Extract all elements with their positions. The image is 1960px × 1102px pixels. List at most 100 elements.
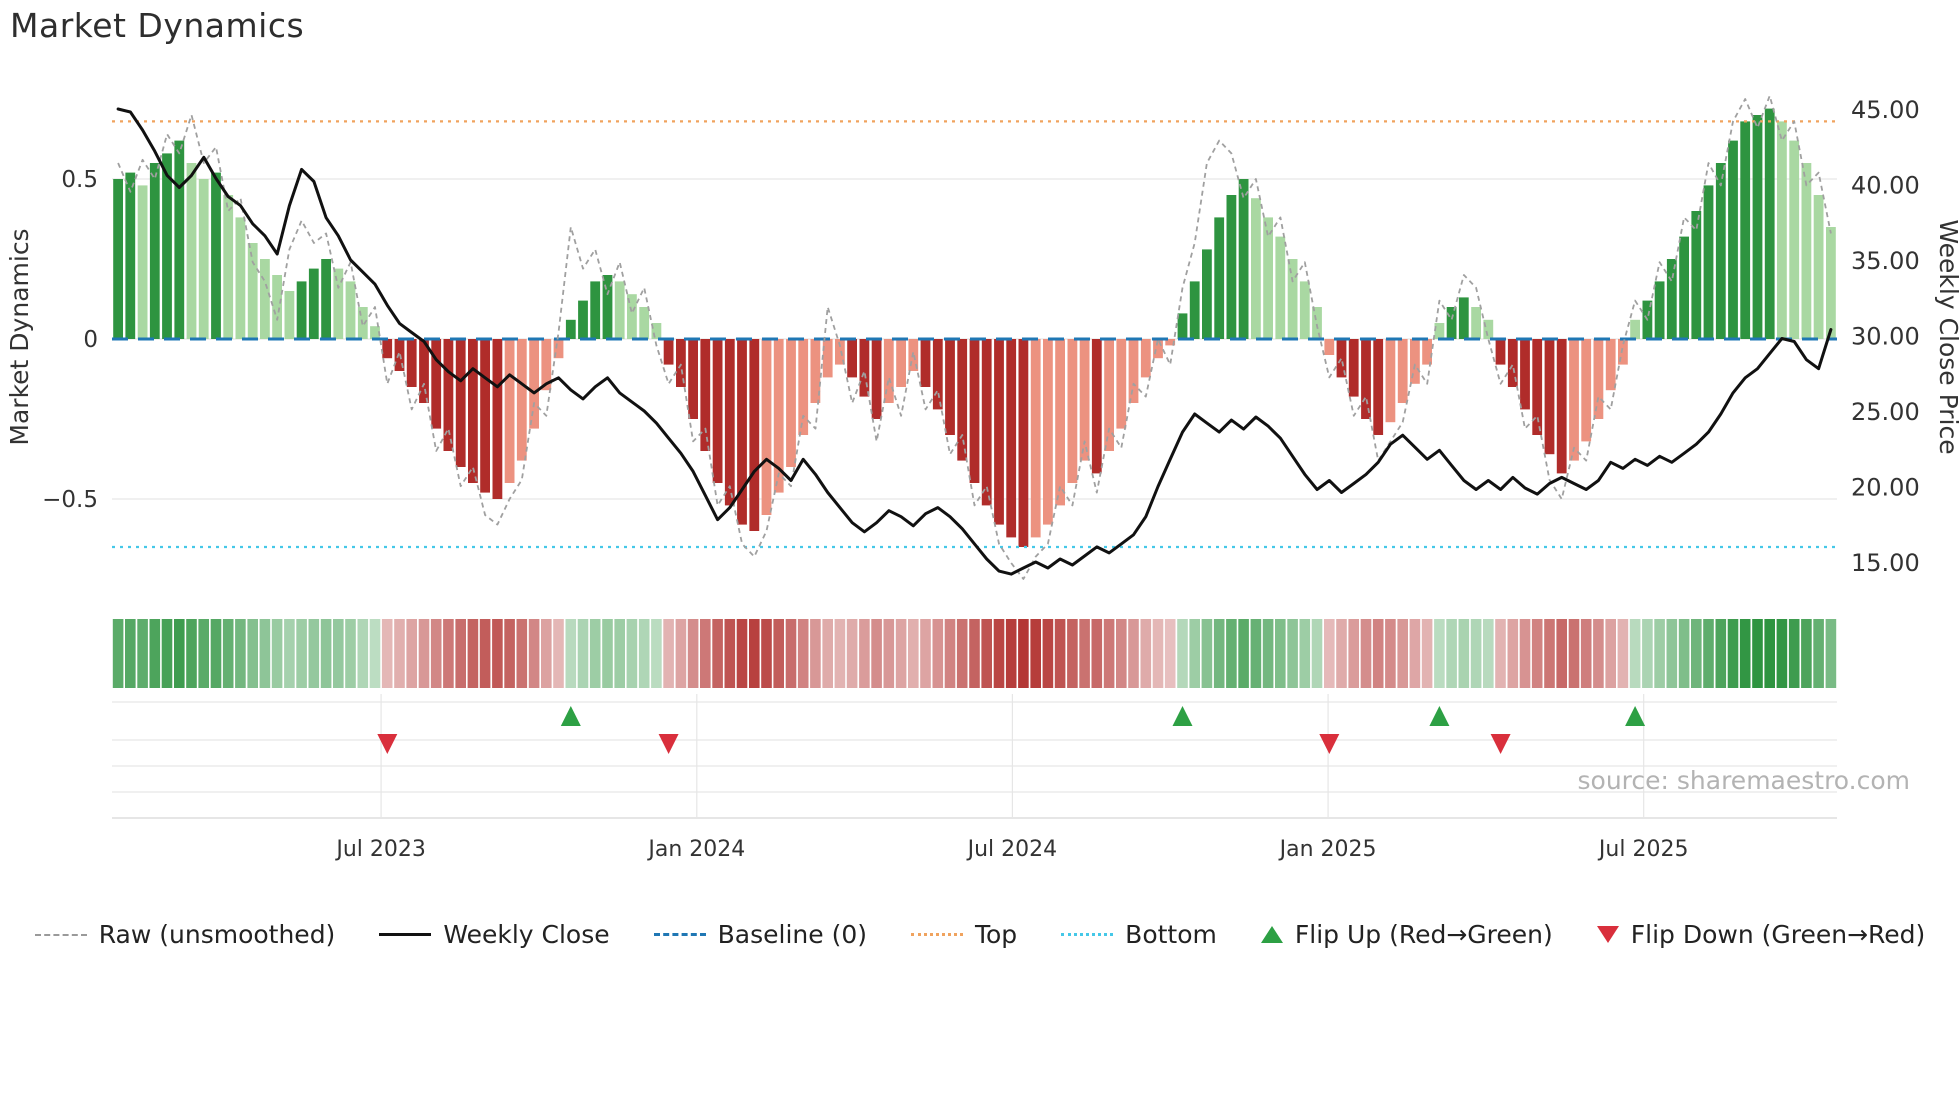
- oscillator-bar: [1006, 339, 1017, 538]
- oscillator-bar: [1520, 339, 1530, 410]
- legend-item-0: Raw (unsmoothed): [34, 920, 335, 949]
- oscillator-bar: [1446, 307, 1457, 339]
- oscillator-bar: [1030, 339, 1041, 538]
- oscillator-bar: [1140, 339, 1151, 378]
- oscillator-bar: [284, 291, 295, 339]
- legend-item-3: Top: [910, 920, 1018, 949]
- oscillator-bar: [1422, 339, 1432, 365]
- flip-down-marker-icon: [1319, 734, 1340, 754]
- oscillator-bar: [590, 281, 601, 339]
- oscillator-bar: [137, 185, 148, 339]
- market-dynamics-chart: Jul 2023 Jan 2024 Jul 2024 Jan 2025 Jul 2025…: [5, 94, 1960, 862]
- legend-solid-icon: [379, 933, 432, 936]
- oscillator-bar: [431, 339, 442, 429]
- oscillator-bar: [1348, 339, 1359, 397]
- svg-text:45.00: 45.00: [1851, 96, 1920, 124]
- legend-item-1: Weekly Close: [379, 920, 610, 949]
- oscillator-bar: [1777, 121, 1787, 340]
- oscillator-bar: [149, 163, 160, 339]
- oscillator-bar: [223, 195, 234, 339]
- legend-label: Weekly Close: [443, 920, 610, 949]
- oscillator-bars: [113, 108, 1836, 547]
- oscillator-bar: [786, 339, 796, 467]
- oscillator-bar: [553, 339, 564, 359]
- legend-item-2: Baseline (0): [653, 920, 867, 949]
- flip-up-marker-icon: [1625, 706, 1646, 726]
- oscillator-bar: [578, 300, 588, 339]
- oscillator-bar: [810, 339, 821, 403]
- oscillator-bar: [1275, 236, 1286, 339]
- oscillator-bar: [321, 259, 331, 339]
- oscillator-bar: [345, 281, 356, 339]
- oscillator-bar: [260, 259, 270, 339]
- oscillator-bar: [1764, 108, 1775, 339]
- svg-text:Jul 2023: Jul 2023: [334, 837, 426, 862]
- oscillator-bar: [932, 339, 943, 410]
- oscillator-bar: [1202, 249, 1212, 339]
- oscillator-bar: [370, 326, 380, 339]
- oscillator-bar: [1752, 115, 1763, 339]
- svg-text:Jul 2024: Jul 2024: [966, 837, 1058, 862]
- oscillator-bar: [712, 339, 723, 483]
- oscillator-bar: [468, 339, 478, 483]
- oscillator-bar: [1605, 339, 1616, 391]
- svg-text:Jan 2024: Jan 2024: [646, 837, 745, 862]
- flip-down-marker-icon: [377, 734, 398, 754]
- oscillator-bar: [296, 281, 307, 339]
- oscillator-bar: [822, 339, 833, 378]
- svg-text:40.00: 40.00: [1851, 172, 1920, 200]
- oscillator-bar: [969, 339, 980, 483]
- oscillator-bar: [1618, 339, 1628, 365]
- oscillator-bar: [162, 153, 172, 339]
- oscillator-bar: [1666, 259, 1677, 339]
- oscillator-bar: [1410, 339, 1420, 384]
- left-axis-tick-labels: 0.5 0 −0.5: [42, 167, 98, 513]
- flip-up-marker-icon: [1172, 706, 1193, 726]
- oscillator-bar: [419, 339, 429, 403]
- oscillator-bar: [1116, 339, 1127, 429]
- oscillator-bar: [1789, 140, 1800, 339]
- oscillator-bar: [455, 339, 466, 467]
- flip-up-markers: [560, 706, 1646, 726]
- legend-dotted-icon: [910, 933, 963, 936]
- legend-label: Flip Up (Red→Green): [1294, 920, 1553, 949]
- oscillator-bar: [1299, 281, 1310, 339]
- oscillator-bar: [737, 339, 747, 525]
- svg-text:−0.5: −0.5: [42, 487, 98, 513]
- oscillator-bar: [529, 339, 539, 429]
- oscillator-bar: [443, 339, 454, 451]
- svg-text:20.00: 20.00: [1851, 474, 1920, 502]
- oscillator-bar: [1813, 195, 1824, 339]
- oscillator-bar: [516, 339, 527, 461]
- oscillator-bar: [676, 339, 686, 387]
- oscillator-bar: [1434, 323, 1445, 339]
- oscillator-bar: [1544, 339, 1555, 455]
- legend-triangle-up-icon: [1260, 926, 1283, 943]
- oscillator-bar: [651, 323, 662, 339]
- oscillator-bar: [1458, 297, 1469, 339]
- oscillator-bar: [1703, 185, 1714, 339]
- oscillator-bar: [406, 339, 417, 387]
- oscillator-bar: [1263, 217, 1273, 339]
- oscillator-bar: [1079, 339, 1090, 461]
- legend-longdash-icon: [653, 933, 706, 936]
- legend-label: Baseline (0): [717, 920, 867, 949]
- oscillator-bar: [125, 172, 136, 339]
- oscillator-bar: [1287, 259, 1298, 339]
- oscillator-bar: [247, 243, 258, 339]
- oscillator-bar: [1532, 339, 1543, 435]
- oscillator-bar: [113, 179, 123, 339]
- oscillator-bar: [1361, 339, 1371, 419]
- oscillator-bar: [749, 339, 760, 531]
- oscillator-bar: [773, 339, 784, 493]
- oscillator-bar: [1177, 313, 1188, 339]
- legend-label: Top: [974, 920, 1018, 949]
- oscillator-bar: [1654, 281, 1665, 339]
- oscillator-bar: [896, 339, 906, 387]
- legend-item-4: Bottom: [1061, 920, 1217, 949]
- oscillator-bar: [1801, 163, 1812, 339]
- svg-text:15.00: 15.00: [1851, 549, 1920, 577]
- oscillator-bar: [1214, 217, 1225, 339]
- right-axis-label: Weekly Close Price: [1934, 219, 1960, 454]
- oscillator-bar: [1189, 281, 1200, 339]
